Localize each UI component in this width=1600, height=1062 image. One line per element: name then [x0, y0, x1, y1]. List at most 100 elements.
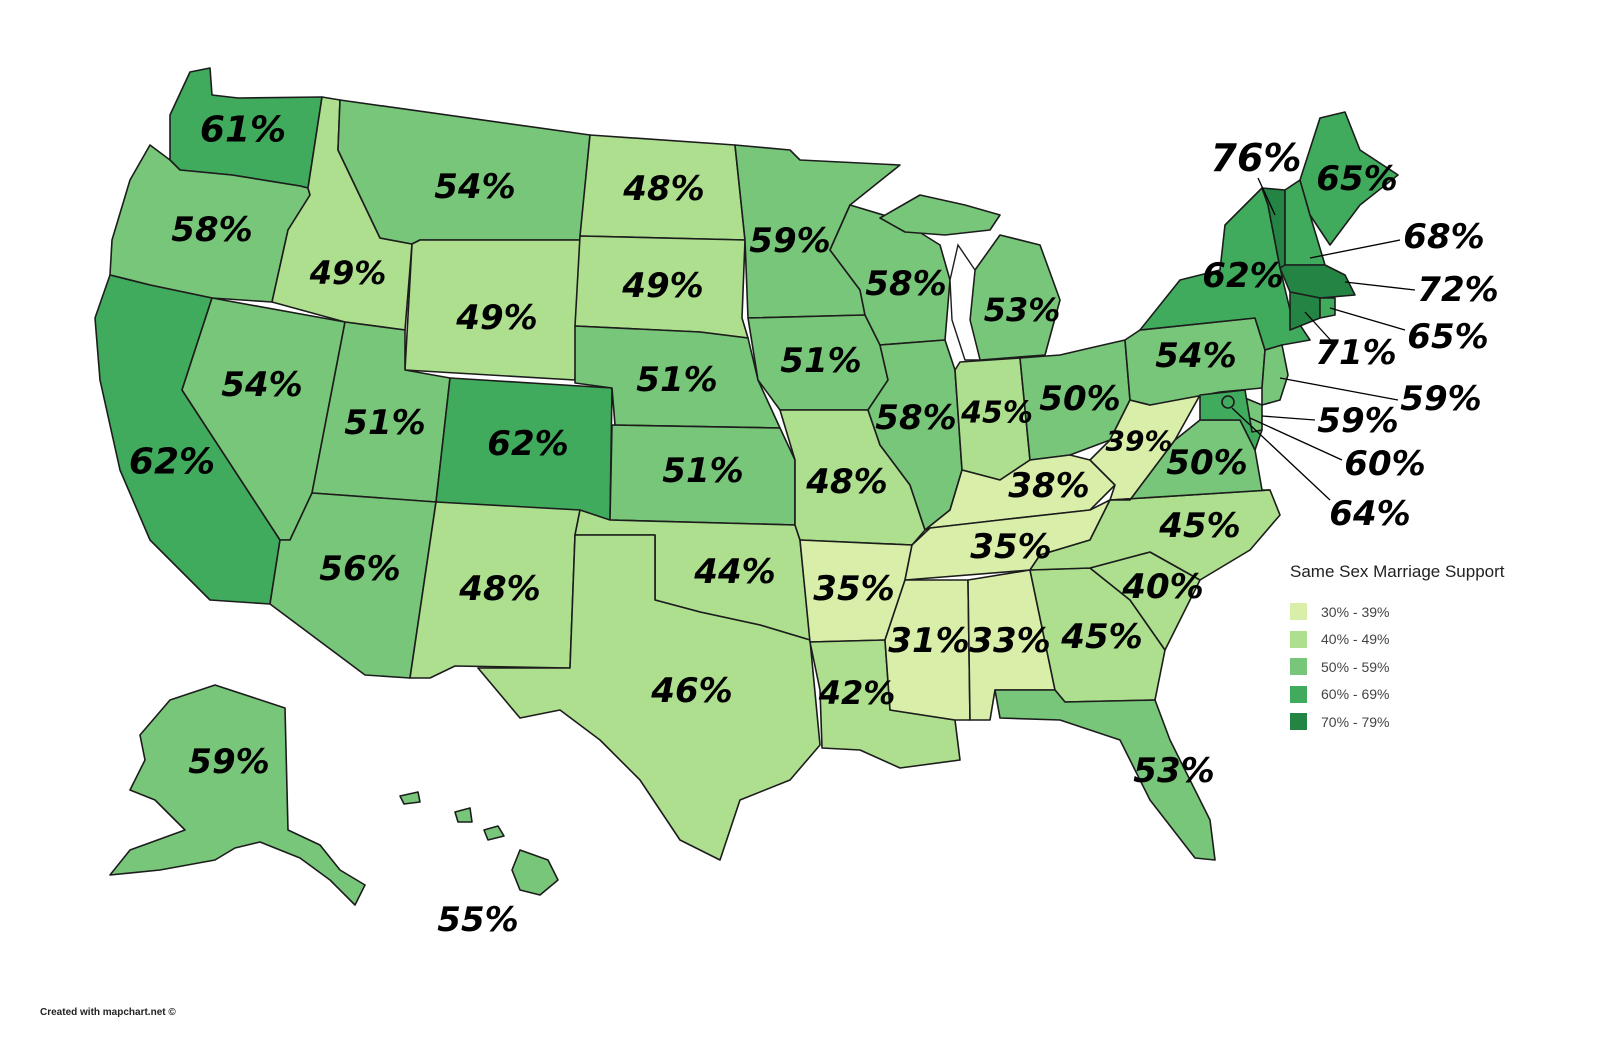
state-me [1299, 111, 1399, 246]
state-ca [94, 274, 281, 605]
state-tx [477, 534, 821, 861]
legend-item: 40% - 49% [1290, 626, 1570, 654]
legend-swatch [1290, 603, 1307, 621]
label-id: 49% [309, 254, 387, 292]
label-mt: 54% [434, 167, 515, 207]
legend-title: Same Sex Marriage Support [1290, 562, 1505, 581]
state-nc [1029, 489, 1281, 581]
label-wi: 58% [865, 264, 946, 304]
label-ut: 51% [344, 403, 425, 443]
map-legend: Same Sex Marriage Support 30% - 39% 40% … [1290, 562, 1570, 736]
legend-swatch [1290, 685, 1307, 703]
state-ri [1319, 297, 1336, 319]
leader-ri [1329, 307, 1406, 331]
label-ak: 59% [188, 742, 269, 782]
state-fl [994, 689, 1216, 861]
label-co: 62% [487, 424, 568, 464]
lake-michigan [949, 243, 981, 361]
label-wy: 49% [455, 298, 537, 338]
label-tn: 35% [970, 527, 1051, 567]
label-nc: 45% [1158, 506, 1240, 546]
leader-dc [1231, 407, 1331, 501]
leader-lines [1231, 177, 1416, 501]
label-nm: 48% [458, 569, 540, 609]
legend-swatch [1290, 713, 1307, 731]
label-fl: 53% [1133, 751, 1214, 791]
label-va: 50% [1166, 443, 1247, 483]
legend-label: 50% - 59% [1321, 658, 1390, 675]
leader-vt [1257, 177, 1276, 216]
label-nv: 54% [221, 365, 302, 405]
label-ok: 44% [693, 552, 775, 592]
label-vt: 76% [1211, 136, 1302, 180]
leader-de [1261, 415, 1316, 421]
label-la: 42% [818, 674, 896, 712]
label-de: 59% [1317, 401, 1398, 441]
label-ca: 62% [129, 442, 215, 483]
label-nh: 68% [1403, 217, 1484, 257]
label-ri: 65% [1407, 317, 1488, 357]
legend-swatch [1290, 658, 1307, 676]
state-hi [511, 849, 559, 896]
state-ky [924, 454, 1116, 531]
state-dc [1221, 395, 1235, 409]
label-mn: 59% [749, 221, 830, 261]
state-hi-island-2 [454, 807, 473, 823]
label-wv: 39% [1105, 425, 1172, 458]
label-pa: 54% [1155, 336, 1236, 376]
legend-swatch [1290, 630, 1307, 648]
leader-nj [1279, 377, 1399, 401]
state-wi [829, 204, 951, 346]
label-mi: 53% [984, 291, 1061, 329]
label-ny: 62% [1202, 256, 1283, 296]
label-mo: 48% [805, 462, 887, 502]
label-oh: 50% [1039, 379, 1120, 419]
legend-label: 70% - 79% [1321, 713, 1390, 730]
label-hi: 55% [437, 900, 518, 940]
label-ms: 31% [888, 621, 969, 661]
label-il: 58% [875, 398, 956, 438]
label-in: 45% [960, 396, 1033, 431]
label-nj: 59% [1400, 379, 1481, 419]
leader-nh [1309, 239, 1401, 259]
label-ia: 51% [780, 341, 861, 381]
leader-ct [1304, 311, 1336, 346]
legend-label: 60% - 69% [1321, 686, 1390, 703]
legend-item: 50% - 59% [1290, 653, 1570, 681]
state-wy [404, 239, 581, 381]
label-wa: 61% [200, 110, 286, 151]
label-ma: 72% [1417, 270, 1498, 310]
leader-md [1249, 417, 1343, 461]
label-ct: 71% [1315, 333, 1396, 373]
legend-label: 40% - 49% [1321, 631, 1390, 648]
legend-item: 70% - 79% [1290, 708, 1570, 736]
label-sc: 40% [1121, 567, 1203, 607]
label-me: 65% [1316, 159, 1397, 199]
label-md: 60% [1344, 444, 1425, 484]
label-ar: 35% [813, 569, 894, 609]
legend-label: 30% - 39% [1321, 603, 1390, 620]
label-sd: 49% [621, 266, 703, 306]
legend-item: 30% - 39% [1290, 598, 1570, 626]
label-dc: 64% [1329, 494, 1410, 534]
state-ak [109, 684, 366, 906]
state-hi-island-3 [399, 791, 421, 805]
state-nj [1261, 344, 1289, 406]
label-or: 58% [171, 210, 252, 250]
label-tx: 46% [650, 671, 732, 711]
label-az: 56% [319, 549, 400, 589]
label-ne: 51% [636, 360, 717, 400]
leader-ma [1344, 281, 1416, 291]
state-md [1199, 389, 1263, 451]
state-hi-island-1 [483, 825, 505, 841]
label-ky: 38% [1008, 466, 1089, 506]
label-nd: 48% [622, 169, 704, 209]
credit-text: Created with mapchart.net © [40, 1007, 176, 1018]
legend-item: 60% - 69% [1290, 681, 1570, 709]
state-nh [1284, 179, 1326, 266]
label-ks: 51% [662, 451, 743, 491]
label-al: 33% [969, 621, 1050, 661]
state-mi-up [879, 194, 1001, 236]
label-ga: 45% [1060, 617, 1142, 657]
